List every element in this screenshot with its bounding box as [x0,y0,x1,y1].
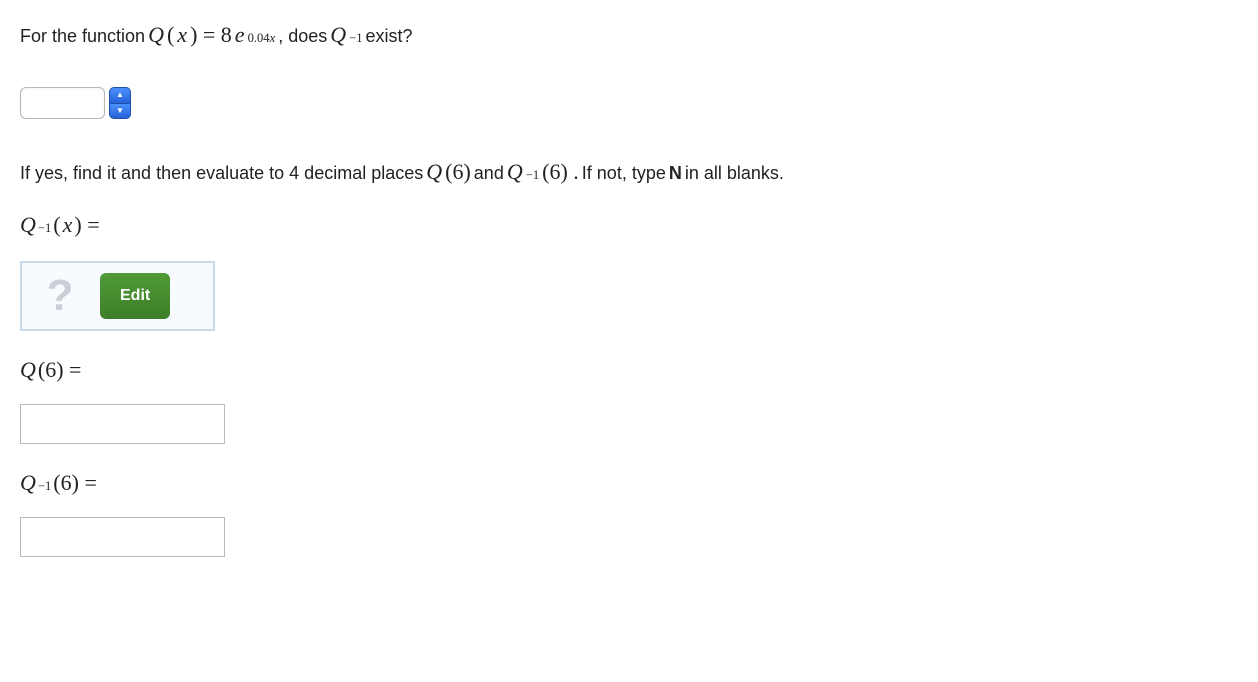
math-Q: Q [20,353,36,386]
qinv6-input[interactable] [20,517,225,557]
math-open-paren: ( [53,208,60,241]
qinv-x-label: Q −1 ( x ) = [20,208,1238,241]
text-fragment: and [474,160,504,187]
math-x: x [177,18,187,51]
chevron-down-icon [116,105,124,117]
math-paren6: (6) [445,155,471,188]
math-Q-inv: Q [330,18,346,51]
formula-input-box[interactable]: ? Edit [20,261,215,331]
math-sup-neg1: −1 [349,29,362,48]
math-paren6b: (6) . [542,155,579,188]
edit-button[interactable]: Edit [100,273,170,319]
math-sup-neg1: −1 [38,477,51,496]
q6-input[interactable] [20,404,225,444]
q6-label: Q (6) = [20,353,1238,386]
text-fragment: , does [278,23,327,50]
stepper-down-button[interactable] [109,103,131,120]
math-Q: Q [148,18,164,51]
yes-no-select[interactable] [20,87,105,119]
math-exp-x: x [270,31,276,45]
text-fragment: exist? [366,23,413,50]
math-rest: (6) = [53,466,97,499]
stepper-up-button[interactable] [109,87,131,103]
qinv6-label: Q −1 (6) = [20,466,1238,499]
math-Q: Q [426,155,442,188]
math-Q: Q [20,466,36,499]
math-sup-neg1: −1 [38,219,51,238]
math-Q-inv: Q [507,155,523,188]
math-Q: Q [20,208,36,241]
question-line-1: For the function Q ( x ) = 8 e 0.04x , d… [20,18,1238,51]
select-stepper [109,87,131,119]
question-line-2: If yes, find it and then evaluate to 4 d… [20,155,1238,188]
text-fragment: If not, type [582,160,666,187]
math-exp-coef: 0.04 [248,31,270,45]
math-e: e [235,18,245,51]
placeholder-question-icon: ? [30,274,90,318]
chevron-up-icon [116,89,124,101]
text-fragment: in all blanks. [685,160,784,187]
math-close-eq: ) = [74,208,99,241]
math-exponent: 0.04x [248,29,276,48]
math-open-paren: ( [167,18,174,51]
yes-no-select-group [20,87,131,119]
math-sup-neg1: −1 [526,166,539,185]
text-fragment: If yes, find it and then evaluate to 4 d… [20,160,423,187]
math-rest: (6) = [38,353,82,386]
math-close-eq: ) = 8 [190,18,232,51]
text-N: N [669,160,682,187]
math-x: x [63,208,73,241]
text-fragment: For the function [20,23,145,50]
